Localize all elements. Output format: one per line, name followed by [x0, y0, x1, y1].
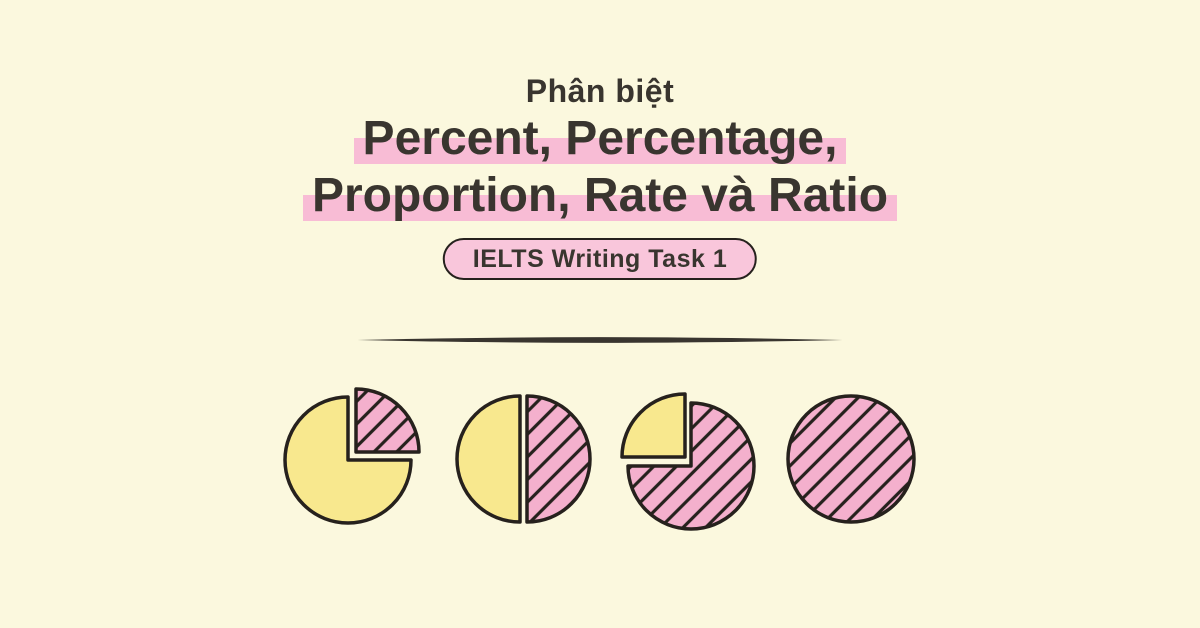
pie-50-pink	[455, 394, 592, 524]
title-line-1: Percent, Percentage,	[353, 112, 847, 165]
pie-100-pink-pink-slice	[786, 394, 916, 524]
divider-stroke	[357, 337, 843, 343]
pie-charts	[283, 387, 916, 531]
pie-75-pink-pink-slice	[626, 401, 756, 531]
task-badge: IELTS Writing Task 1	[442, 238, 758, 280]
divider-line	[357, 337, 843, 343]
pie-50-pink-yellow-slice	[455, 394, 522, 524]
poster-subtitle: Phân biệt	[525, 73, 675, 109]
pie-75-pink	[620, 392, 756, 531]
pie-75-pink-yellow-slice	[620, 392, 687, 459]
title-line-2: Proportion, Rate và Ratio	[302, 169, 898, 222]
pie-100-pink	[786, 394, 916, 524]
poster-title: Percent, Percentage, Proportion, Rate và…	[0, 110, 1200, 224]
pie-25-pink-yellow-slice	[283, 395, 413, 525]
pie-50-pink-pink-slice	[525, 394, 592, 524]
pie-25-pink	[283, 387, 421, 525]
pie-25-pink-pink-slice	[354, 387, 421, 454]
